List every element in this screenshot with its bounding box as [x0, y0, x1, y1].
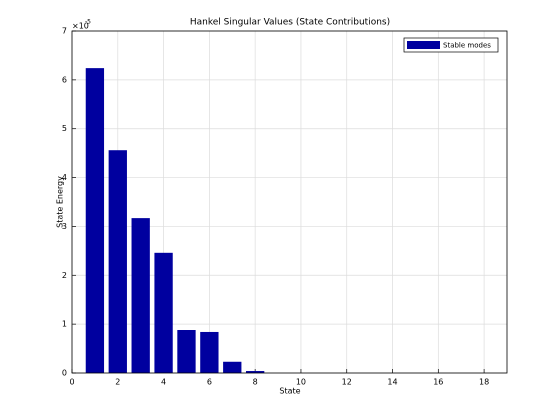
legend-swatch	[407, 41, 440, 49]
x-axis-label: State	[279, 387, 300, 396]
x-tick-label: 6	[207, 378, 212, 387]
bar	[246, 371, 265, 373]
y-tick-label: 7	[62, 27, 67, 36]
y-tick-label: 1	[62, 320, 67, 329]
bar	[223, 361, 242, 373]
bar	[154, 252, 173, 373]
bar	[200, 331, 219, 373]
x-tick-label: 2	[115, 378, 120, 387]
x-tick-label: 4	[161, 378, 166, 387]
y-tick-label: 3	[62, 222, 67, 231]
y-multiplier-base: ×10	[72, 22, 89, 31]
x-tick-label: 0	[69, 378, 74, 387]
bar	[108, 150, 127, 373]
y-tick-label: 4	[62, 173, 67, 182]
bar	[85, 68, 105, 373]
y-tick-label: 0	[62, 369, 67, 378]
y-axis-label: State Energy	[56, 176, 65, 228]
y-tick-label: 5	[62, 124, 67, 133]
y-tick-label: 2	[62, 271, 67, 280]
x-tick-label: 16	[433, 378, 443, 387]
legend-label: Stable modes	[443, 42, 491, 50]
plot-frame	[71, 30, 508, 374]
chart-title: Hankel Singular Values (State Contributi…	[190, 18, 390, 28]
y-multiplier-power: -5	[85, 19, 91, 26]
x-tick-label: 14	[387, 378, 397, 387]
x-tick-label: 10	[296, 378, 306, 387]
bar	[131, 218, 150, 373]
x-tick-label: 12	[342, 378, 352, 387]
bar	[177, 330, 196, 373]
x-tick-label: 8	[253, 378, 258, 387]
y-tick-label: 6	[62, 75, 67, 84]
x-tick-label: 18	[479, 378, 489, 387]
